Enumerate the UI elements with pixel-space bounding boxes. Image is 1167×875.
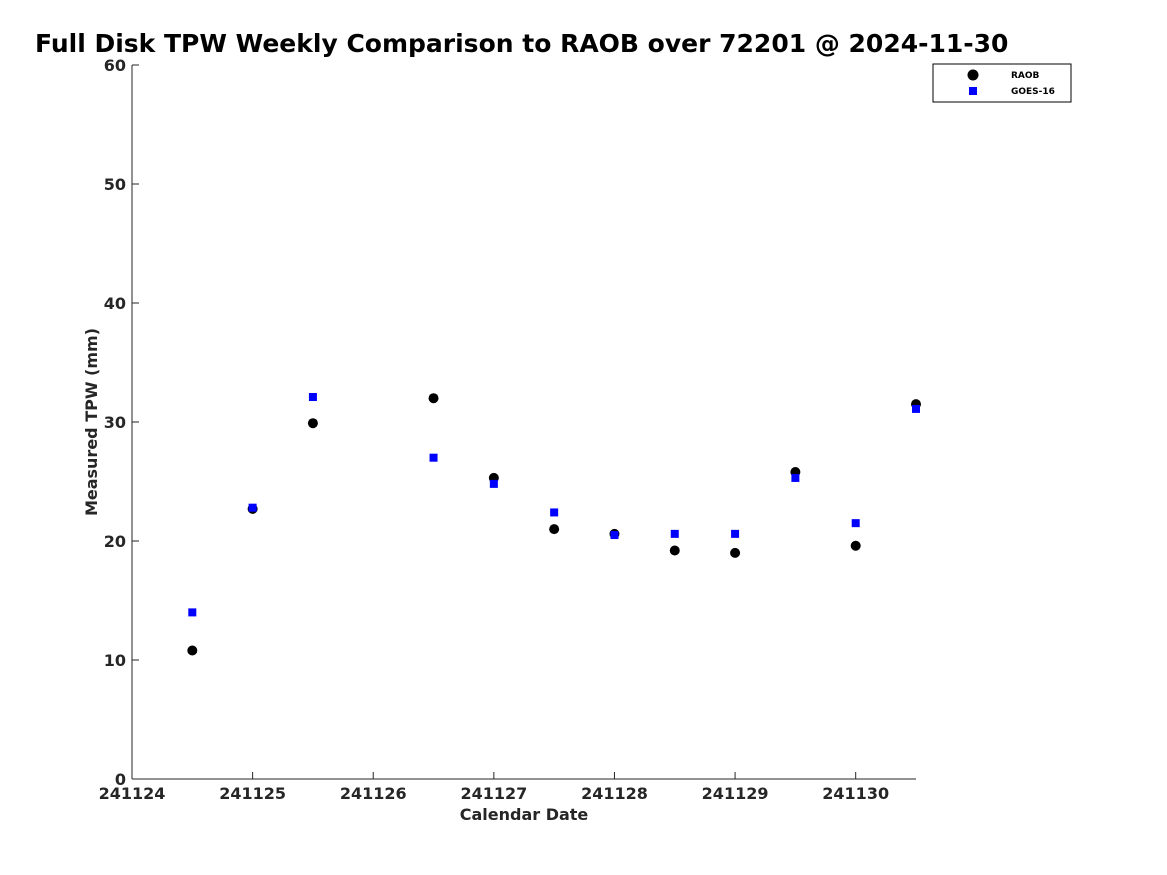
x-tick-label: 241129: [702, 784, 769, 803]
x-tick-label: 241127: [460, 784, 527, 803]
x-tick-label: 241128: [581, 784, 648, 803]
goes-16-point: [731, 529, 740, 538]
goes-16-point: [912, 404, 920, 413]
raob-point: [730, 547, 741, 558]
y-axis-ticks: 0 10 20 30 40 50 60: [104, 56, 139, 789]
y-tick-label: 30: [104, 413, 126, 432]
goes-16-point: [429, 453, 438, 462]
x-axis-label: Calendar Date: [460, 805, 589, 824]
goes-16-point: [248, 503, 257, 512]
y-tick-label: 60: [104, 56, 126, 75]
x-tick-label: 241130: [822, 784, 889, 803]
y-tick-label: 50: [104, 175, 126, 194]
goes-16-point: [791, 473, 800, 482]
legend-marker-goes-16: [969, 87, 977, 95]
legend-label-raob: RAOB: [1011, 71, 1040, 81]
y-tick-label: 10: [104, 651, 126, 670]
goes-16-point: [610, 531, 619, 540]
legend-marker-raob: [967, 69, 979, 81]
raob-point: [428, 393, 439, 404]
raob-point: [307, 418, 318, 429]
x-tick-label: 241126: [340, 784, 407, 803]
x-tick-label: 241124: [99, 784, 166, 803]
legend-items: RAOB GOES-16: [967, 69, 1055, 97]
x-tick-label: 241125: [219, 784, 286, 803]
data-points: [187, 393, 921, 656]
y-tick-label: 0: [115, 770, 126, 789]
goes-16-point: [851, 519, 860, 528]
y-tick-label: 20: [104, 532, 126, 551]
plot-axes: [131, 65, 916, 780]
y-tick-label: 40: [104, 294, 126, 313]
x-axis-ticks: 241124 241125 241126 241127 241128 241129 2411…: [99, 772, 889, 803]
goes-16-point: [670, 529, 679, 538]
raob-point: [669, 545, 680, 556]
raob-point: [850, 540, 861, 551]
raob-point: [549, 524, 560, 535]
raob-point: [187, 645, 198, 656]
goes-16-point: [489, 479, 498, 488]
goes-16-point: [308, 393, 317, 402]
legend: RAOB GOES-16: [932, 63, 1072, 103]
legend-box: [932, 63, 1072, 103]
goes-16-point: [188, 608, 197, 617]
y-axis-label: Measured TPW (mm): [82, 328, 101, 516]
chart-title: Full Disk TPW Weekly Comparison to RAOB …: [35, 29, 1008, 58]
goes-16-point: [550, 508, 559, 517]
legend-label-goes-16: GOES-16: [1011, 87, 1055, 97]
